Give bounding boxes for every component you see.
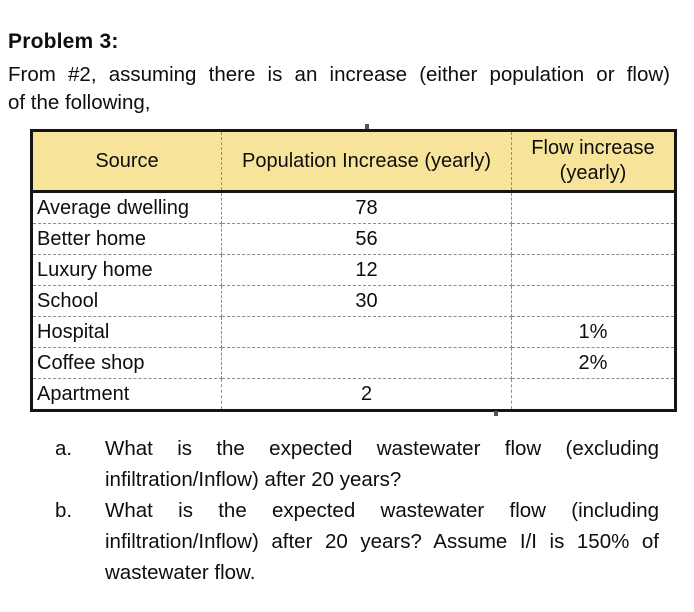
cell-population: 30 xyxy=(221,285,512,317)
cell-flow xyxy=(512,379,676,411)
question-b-marker: b. xyxy=(55,499,73,522)
table-edge-tick-bottom xyxy=(494,411,498,416)
problem-title: Problem 3: xyxy=(8,30,119,53)
cell-population xyxy=(221,316,512,348)
table-row: Coffee shop 2% xyxy=(31,347,676,379)
cell-source: Average dwelling xyxy=(31,191,222,224)
intro-line: of the following, xyxy=(8,91,151,114)
table-header-row: Source Population Increase (yearly) Flow… xyxy=(31,130,676,193)
cell-flow: 1% xyxy=(511,316,676,348)
table-row: Average dwelling 78 xyxy=(31,191,676,224)
question-b-line: What is the expected wastewater flow (in… xyxy=(105,499,659,522)
table-edge-tick-top xyxy=(365,124,369,129)
cell-population: 56 xyxy=(221,223,512,255)
column-header-source: Source xyxy=(31,130,222,193)
intro-line: From #2, assuming there is an increase (… xyxy=(8,63,670,86)
cell-flow xyxy=(511,254,676,286)
cell-flow xyxy=(511,223,676,255)
cell-source: Better home xyxy=(31,223,222,255)
column-header-population: Population Increase (yearly) xyxy=(221,130,512,193)
cell-population xyxy=(221,347,512,379)
question-b-line: infiltration/Inflow) after 20 years? Ass… xyxy=(105,530,659,553)
cell-source: Apartment xyxy=(31,378,222,411)
increase-table: Source Population Increase (yearly) Flow… xyxy=(30,129,677,412)
table-row: Apartment 2 xyxy=(31,378,676,411)
question-b-line: wastewater flow. xyxy=(105,561,256,584)
table-row: School 30 xyxy=(31,285,676,317)
cell-source: School xyxy=(31,285,222,317)
cell-flow xyxy=(511,285,676,317)
intro-paragraph: From #2, assuming there is an increase (… xyxy=(8,61,670,117)
table-row: Hospital 1% xyxy=(31,316,676,348)
cell-population: 2 xyxy=(221,378,512,411)
question-a-line: What is the expected wastewater flow (ex… xyxy=(105,437,659,460)
question-a-line: infiltration/Inflow) after 20 years? xyxy=(105,468,402,491)
table-row: Better home 56 xyxy=(31,223,676,255)
cell-population: 78 xyxy=(221,191,512,224)
cell-source: Luxury home xyxy=(31,254,222,286)
cell-flow xyxy=(511,191,676,224)
cell-population: 12 xyxy=(221,254,512,286)
column-header-flow: Flow increase (yearly) xyxy=(511,130,676,193)
cell-source: Hospital xyxy=(31,316,222,348)
table-row: Luxury home 12 xyxy=(31,254,676,286)
cell-source: Coffee shop xyxy=(31,347,222,379)
question-a-marker: a. xyxy=(55,437,73,460)
cell-flow: 2% xyxy=(511,347,676,379)
